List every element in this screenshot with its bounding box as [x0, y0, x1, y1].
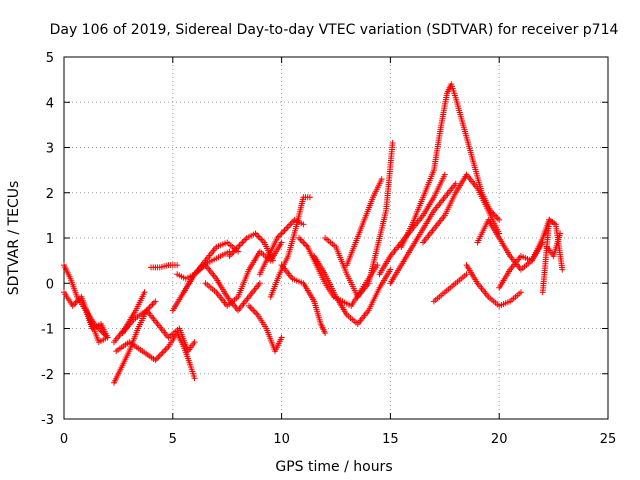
data-point-marker — [253, 231, 260, 238]
x-tick-label: 25 — [600, 432, 617, 447]
data-point-marker — [282, 225, 289, 232]
data-point-marker — [463, 271, 470, 278]
data-point-marker — [236, 242, 243, 249]
data-point-marker — [287, 221, 294, 228]
data-point-marker — [557, 230, 564, 237]
data-point-marker — [240, 238, 247, 245]
x-axis-label: GPS time / hours — [275, 459, 392, 475]
data-point-marker — [148, 302, 155, 309]
data-point-marker — [150, 299, 157, 306]
data-point-marker — [256, 235, 263, 241]
y-tick-label: 2 — [46, 187, 54, 202]
data-point-marker — [300, 221, 307, 228]
data-point-marker — [239, 239, 246, 246]
data-point-marker — [387, 266, 394, 273]
data-point-marker — [242, 236, 249, 243]
data-point-marker — [162, 346, 169, 353]
y-tick-label: 5 — [46, 51, 54, 66]
data-point-marker — [191, 339, 198, 346]
data-point-marker — [452, 180, 459, 187]
data-point-marker — [152, 298, 159, 305]
data-point-marker — [306, 194, 313, 201]
chart-title: Day 106 of 2019, Sidereal Day-to-day VTE… — [50, 22, 619, 38]
data-point-marker — [277, 231, 284, 238]
data-point-marker — [278, 230, 285, 237]
y-tick-label: -2 — [41, 368, 54, 383]
data-point-marker — [517, 289, 524, 296]
data-point-marker — [104, 334, 111, 341]
y-tick-label: 3 — [46, 142, 54, 157]
data-point-marker — [298, 238, 305, 245]
data-point-marker — [237, 241, 244, 248]
data-point-marker — [163, 345, 170, 352]
y-tick-label: 1 — [46, 232, 54, 247]
data-point-marker — [278, 334, 285, 341]
y-tick-label: -3 — [41, 413, 54, 428]
grid — [64, 57, 608, 419]
data-point-marker — [156, 352, 163, 359]
data-point-marker — [285, 222, 292, 229]
data-point-marker — [248, 305, 255, 312]
x-tick-label: 0 — [60, 432, 68, 447]
data-point-marker — [494, 215, 501, 222]
data-point-marker — [174, 262, 181, 269]
data-point-marker — [269, 257, 276, 264]
data-point-marker — [159, 349, 166, 356]
data-point-marker — [256, 280, 263, 287]
data-point-marker — [296, 235, 303, 241]
data-point-marker — [146, 304, 153, 311]
data-point-marker — [374, 262, 381, 269]
x-tick-label: 10 — [273, 432, 290, 447]
data-point-marker — [496, 216, 503, 223]
data-point-marker — [281, 227, 288, 234]
data-point-marker — [258, 236, 265, 243]
y-tick-label: 0 — [46, 277, 54, 292]
x-tick-label: 15 — [382, 432, 399, 447]
data-point-marker — [141, 289, 148, 296]
data-point-marker — [378, 176, 385, 183]
data-point-marker — [389, 139, 396, 146]
y-tick-label: -1 — [41, 323, 54, 338]
data-point-marker — [441, 171, 448, 178]
data-point-marker — [245, 302, 252, 309]
data-point-marker — [300, 239, 307, 246]
data-point-marker — [284, 224, 291, 231]
data-point-marker — [191, 375, 198, 382]
ticks: 0 5 10 15 20 25 -3 -2 -1 0 1 2 3 4 5 — [41, 51, 616, 447]
y-tick-label: 4 — [46, 96, 54, 111]
data-point-marker — [251, 308, 258, 315]
x-tick-label: 20 — [491, 432, 508, 447]
data-points — [61, 81, 566, 386]
data-point-marker — [301, 241, 308, 248]
data-point-marker — [247, 304, 254, 311]
data-point-marker — [278, 239, 285, 246]
data-point-marker — [158, 351, 165, 358]
data-point-marker — [161, 348, 168, 355]
data-point-marker — [250, 307, 257, 314]
data-point-marker — [253, 310, 260, 317]
data-point-marker — [297, 236, 304, 243]
data-point-marker — [322, 330, 329, 337]
x-tick-label: 5 — [169, 432, 177, 447]
y-axis-label: SDTVAR / TECUs — [6, 181, 22, 296]
data-point-marker — [559, 266, 566, 273]
data-point-marker — [149, 301, 156, 308]
data-point-marker — [280, 228, 287, 235]
data-point-marker — [153, 355, 160, 362]
